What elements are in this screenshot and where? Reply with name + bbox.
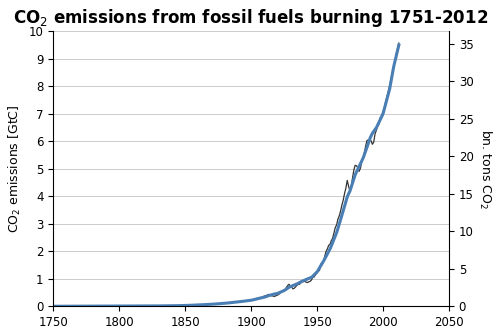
Y-axis label: CO$_2$ emissions [GtC]: CO$_2$ emissions [GtC] xyxy=(7,104,23,233)
Title: CO$_2$ emissions from fossil fuels burning 1751-2012: CO$_2$ emissions from fossil fuels burni… xyxy=(14,7,488,29)
Y-axis label: bn. tons CO$_2$: bn. tons CO$_2$ xyxy=(477,129,493,209)
